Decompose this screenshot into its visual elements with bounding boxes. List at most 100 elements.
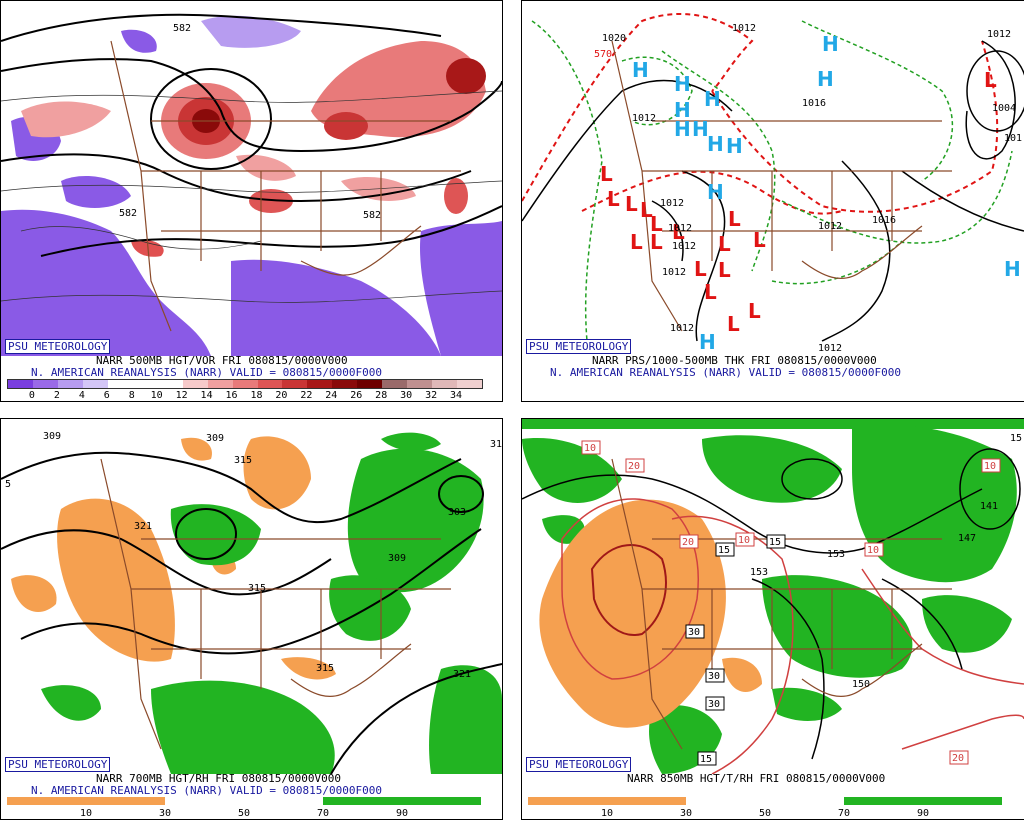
- scale-tick-label: 24: [325, 390, 338, 401]
- scale-tick-label: 10: [150, 390, 163, 401]
- temperature-label: 10: [738, 535, 750, 546]
- scale-swatch: [182, 380, 208, 388]
- scale-tick-label: 10: [600, 808, 614, 819]
- temperature-label-box: [735, 532, 755, 547]
- scale-swatch: [232, 380, 258, 388]
- temperature-label: 30: [708, 699, 720, 710]
- scale-swatch: [8, 380, 33, 388]
- isobar-label: 1012: [660, 198, 684, 209]
- map-title: NARR 500MB HGT/VOR FRI 080815/0000V000: [96, 354, 348, 367]
- map-title: NARR 700MB HGT/RH FRI 080815/0000V000: [96, 772, 342, 785]
- map-title: NARR 850MB HGT/T/RH FRI 080815/0000V000: [627, 772, 886, 785]
- low-pressure-label: L: [718, 232, 731, 256]
- temperature-label-box: [581, 440, 601, 455]
- temperature-label: 15: [700, 754, 712, 765]
- scale-swatch: [132, 380, 158, 388]
- isobar-label: 1012: [632, 113, 656, 124]
- high-pressure-label: H: [726, 134, 743, 158]
- low-pressure-label: L: [694, 257, 707, 281]
- rh-color-scale: [7, 797, 481, 805]
- scale-swatch: [207, 380, 233, 388]
- low-pressure-label: L: [650, 212, 663, 236]
- isobar-label: 1020: [602, 33, 626, 44]
- height-label: 15: [1010, 433, 1022, 444]
- scale-tick-label: 30: [679, 808, 693, 819]
- temperature-label: 10: [867, 545, 879, 556]
- scale-swatch: [457, 380, 483, 388]
- temperature-label: 30: [688, 627, 700, 638]
- pressure-map: H H H H H H H H H H H H H L L L L L L L …: [522, 1, 1024, 356]
- vorticity-color-scale: [7, 379, 483, 389]
- high-pressure-label: H: [707, 132, 724, 156]
- scale-tick-label: 50: [758, 808, 772, 819]
- low-pressure-label: L: [718, 258, 731, 282]
- high-pressure-label: H: [632, 58, 649, 82]
- scale-tick-label: 22: [300, 390, 313, 401]
- low-pressure-label: L: [984, 68, 997, 92]
- scale-tick-label: 50: [237, 808, 251, 819]
- temperature-label: 15: [769, 537, 781, 548]
- scale-tick-label: 26: [350, 390, 363, 401]
- low-pressure-label: L: [728, 207, 741, 231]
- rh-scale-ticks: 10 30 50 70 90: [528, 808, 1002, 819]
- isobar-label: 1012: [670, 323, 694, 334]
- scale-swatch: [307, 380, 333, 388]
- psu-meteorology-badge: PSU METEOROLOGY: [5, 339, 111, 354]
- height-label: 315: [234, 455, 252, 466]
- low-pressure-label: L: [650, 230, 663, 254]
- high-pressure-label: H: [704, 87, 721, 111]
- psu-meteorology-badge: PSU METEOROLOGY: [5, 757, 111, 772]
- temperature-label-box: [766, 534, 786, 549]
- panel-700mb-rh: 309 309 315 321 303 309 315 315 321 31 5…: [0, 418, 503, 820]
- scale-swatch: [157, 380, 183, 388]
- map-valid-time: N. AMERICAN REANALYSIS (NARR) VALID = 08…: [550, 366, 901, 379]
- temperature-label-box: [705, 668, 725, 683]
- height-label: 31: [490, 439, 502, 450]
- scale-swatch: [332, 380, 358, 388]
- temperature-label-box: [705, 696, 725, 711]
- scale-swatch: [32, 380, 58, 388]
- scale-tick-label: 8: [128, 390, 135, 401]
- high-pressure-label: H: [692, 117, 709, 141]
- temperature-label-box: [949, 750, 969, 765]
- temperature-label-box: [625, 458, 645, 473]
- temperature-label-box: [715, 542, 735, 557]
- scale-tick-label: 14: [200, 390, 213, 401]
- scale-swatch: [82, 380, 108, 388]
- height-label: 141: [980, 501, 998, 512]
- map-title: NARR PRS/1000-500MB THK FRI 080815/0000V…: [592, 354, 877, 367]
- low-pressure-label: L: [704, 280, 717, 304]
- isobar-label: 1012: [672, 241, 696, 252]
- high-pressure-label: H: [674, 117, 691, 141]
- low-pressure-label: L: [607, 187, 620, 211]
- height-label: 153: [827, 549, 845, 560]
- isobar-label: 1016: [872, 215, 896, 226]
- isobar-label: 1004: [992, 103, 1016, 114]
- height-label: 309: [388, 553, 406, 564]
- panel-pressure-thickness: H H H H H H H H H H H H H L L L L L L L …: [521, 0, 1024, 402]
- vorticity-map: 582 582 582: [1, 1, 502, 356]
- scale-tick-label: 18: [250, 390, 263, 401]
- isobar-label: 1012: [987, 29, 1011, 40]
- psu-meteorology-badge: PSU METEOROLOGY: [526, 339, 632, 354]
- high-pressure-label: H: [674, 98, 691, 122]
- isobar-label: 1012: [818, 343, 842, 354]
- rh-color-scale: [528, 797, 1002, 805]
- rh-scale-ticks: 10 30 50 70 90: [7, 808, 481, 819]
- isobar-label: 1012: [732, 23, 756, 34]
- height-label: 147: [958, 533, 976, 544]
- scale-tick-label: 70: [316, 808, 330, 819]
- scale-tick-label: 32: [425, 390, 438, 401]
- scale-swatch: [382, 380, 408, 388]
- scale-swatch: [107, 380, 133, 388]
- scale-tick-label: 12: [175, 390, 188, 401]
- scale-swatch: [432, 380, 458, 388]
- isobar-label: 1012: [668, 223, 692, 234]
- low-pressure-label: L: [630, 230, 643, 254]
- scale-tick-label: 70: [837, 808, 851, 819]
- low-pressure-label: L: [748, 299, 761, 323]
- rh-700mb-map: 309 309 315 321 303 309 315 315 321 31 5: [1, 419, 502, 774]
- height-label: 150: [852, 679, 870, 690]
- low-pressure-label: L: [727, 312, 740, 336]
- temperature-label-box: [679, 534, 699, 549]
